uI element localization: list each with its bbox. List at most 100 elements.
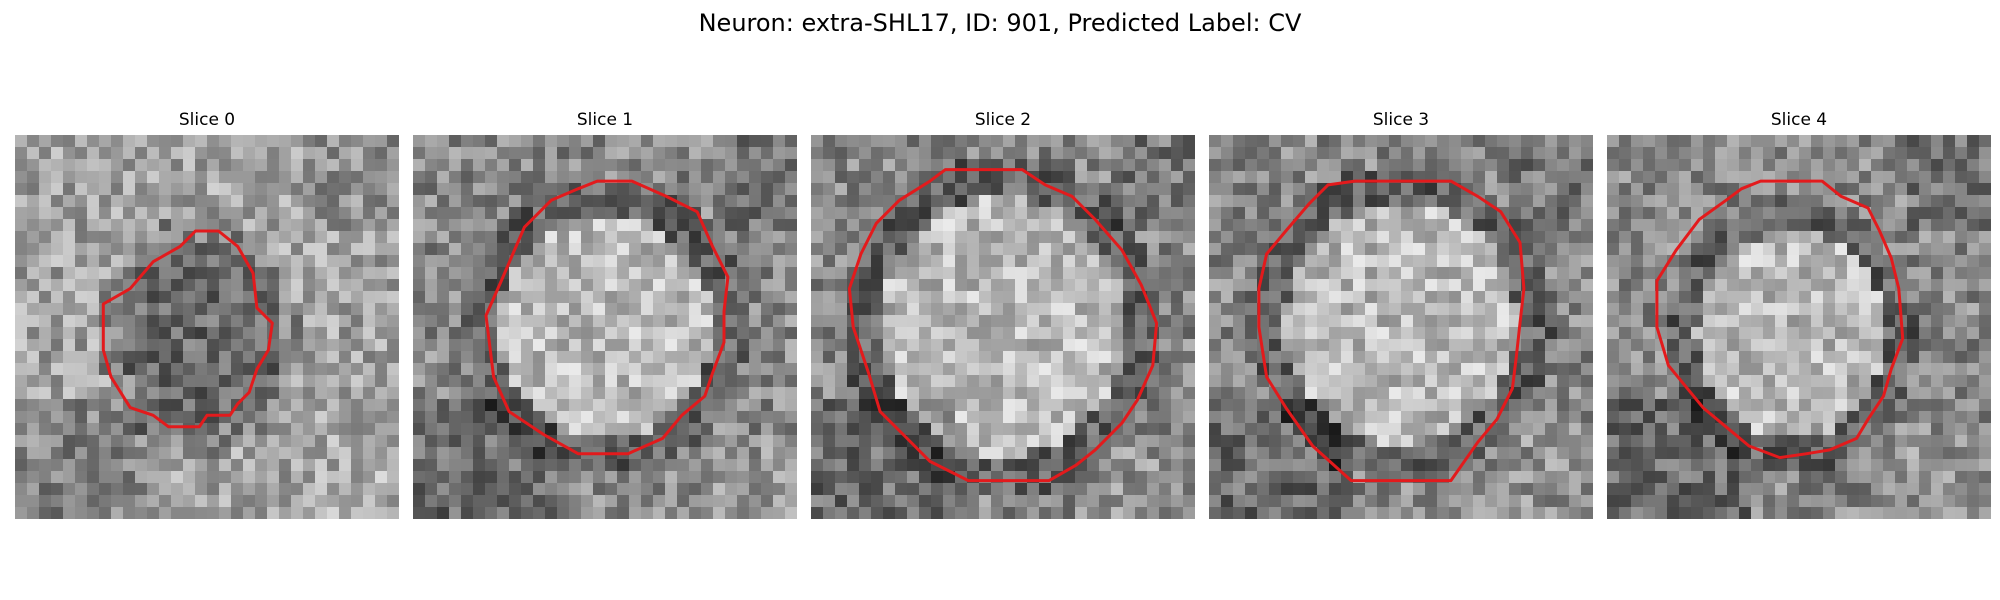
image-pixel bbox=[413, 303, 426, 316]
image-pixel bbox=[1569, 159, 1582, 172]
image-pixel bbox=[1835, 159, 1848, 172]
image-pixel bbox=[1485, 231, 1498, 244]
image-pixel bbox=[485, 255, 498, 268]
image-pixel bbox=[725, 459, 738, 472]
image-pixel bbox=[351, 255, 364, 268]
image-pixel bbox=[835, 183, 848, 196]
image-pixel bbox=[473, 447, 486, 460]
image-pixel bbox=[387, 399, 399, 412]
slice-image bbox=[1607, 135, 1991, 519]
image-pixel bbox=[1437, 435, 1450, 448]
image-pixel bbox=[39, 495, 52, 508]
image-pixel bbox=[1533, 147, 1546, 160]
image-pixel bbox=[605, 303, 618, 316]
image-pixel bbox=[1835, 387, 1848, 400]
image-pixel bbox=[1027, 435, 1040, 448]
image-pixel bbox=[713, 147, 726, 160]
image-pixel bbox=[497, 327, 510, 340]
image-pixel bbox=[773, 135, 786, 148]
image-pixel bbox=[773, 243, 786, 256]
image-pixel bbox=[629, 183, 642, 196]
image-pixel bbox=[473, 219, 486, 232]
image-pixel bbox=[1643, 231, 1656, 244]
image-pixel bbox=[1967, 255, 1980, 268]
image-pixel bbox=[51, 387, 64, 400]
image-pixel bbox=[521, 447, 534, 460]
image-pixel bbox=[473, 159, 486, 172]
image-pixel bbox=[1437, 423, 1450, 436]
image-pixel bbox=[569, 363, 582, 376]
image-pixel bbox=[823, 339, 836, 352]
image-pixel bbox=[497, 159, 510, 172]
image-pixel bbox=[1401, 459, 1414, 472]
image-pixel bbox=[677, 375, 690, 388]
image-pixel bbox=[835, 351, 848, 364]
image-pixel bbox=[581, 423, 594, 436]
image-pixel bbox=[255, 147, 268, 160]
image-pixel bbox=[1317, 507, 1330, 519]
image-pixel bbox=[1787, 183, 1800, 196]
image-pixel bbox=[99, 423, 112, 436]
image-pixel bbox=[1533, 363, 1546, 376]
image-pixel bbox=[339, 363, 352, 376]
image-pixel bbox=[99, 147, 112, 160]
image-pixel bbox=[1281, 171, 1294, 184]
image-pixel bbox=[1931, 291, 1944, 304]
image-pixel bbox=[533, 147, 546, 160]
image-pixel bbox=[979, 447, 992, 460]
image-pixel bbox=[823, 507, 836, 519]
image-pixel bbox=[425, 243, 438, 256]
image-pixel bbox=[1521, 243, 1534, 256]
image-pixel bbox=[1715, 351, 1728, 364]
image-pixel bbox=[593, 279, 606, 292]
image-pixel bbox=[1497, 315, 1510, 328]
image-pixel bbox=[991, 291, 1004, 304]
image-pixel bbox=[267, 135, 280, 148]
image-pixel bbox=[545, 255, 558, 268]
image-pixel bbox=[1679, 159, 1692, 172]
image-pixel bbox=[1317, 327, 1330, 340]
image-pixel bbox=[1389, 375, 1402, 388]
image-pixel bbox=[1607, 231, 1620, 244]
image-pixel bbox=[1015, 291, 1028, 304]
image-pixel bbox=[39, 231, 52, 244]
image-pixel bbox=[1353, 483, 1366, 496]
image-pixel bbox=[291, 351, 304, 364]
image-pixel bbox=[473, 171, 486, 184]
image-pixel bbox=[859, 303, 872, 316]
image-pixel bbox=[1581, 255, 1593, 268]
image-pixel bbox=[1437, 243, 1450, 256]
image-pixel bbox=[1703, 183, 1716, 196]
image-pixel bbox=[1171, 315, 1184, 328]
image-pixel bbox=[737, 411, 750, 424]
image-pixel bbox=[1353, 363, 1366, 376]
image-pixel bbox=[1919, 195, 1932, 208]
image-pixel bbox=[1413, 303, 1426, 316]
image-pixel bbox=[1739, 195, 1752, 208]
image-pixel bbox=[111, 231, 124, 244]
image-pixel bbox=[147, 135, 160, 148]
image-pixel bbox=[1955, 207, 1968, 220]
image-pixel bbox=[1581, 279, 1593, 292]
image-pixel bbox=[1063, 279, 1076, 292]
image-pixel bbox=[1703, 135, 1716, 148]
image-pixel bbox=[231, 231, 244, 244]
image-pixel bbox=[1679, 147, 1692, 160]
image-pixel bbox=[823, 471, 836, 484]
image-pixel bbox=[375, 183, 388, 196]
image-pixel bbox=[785, 387, 797, 400]
image-pixel bbox=[641, 327, 654, 340]
image-pixel bbox=[761, 339, 774, 352]
image-pixel bbox=[111, 483, 124, 496]
image-pixel bbox=[425, 411, 438, 424]
image-pixel bbox=[907, 279, 920, 292]
image-pixel bbox=[1569, 447, 1582, 460]
image-pixel bbox=[979, 459, 992, 472]
image-pixel bbox=[39, 483, 52, 496]
image-pixel bbox=[1281, 291, 1294, 304]
image-pixel bbox=[1955, 351, 1968, 364]
image-pixel bbox=[737, 351, 750, 364]
image-pixel bbox=[1631, 291, 1644, 304]
image-pixel bbox=[1521, 327, 1534, 340]
image-pixel bbox=[1691, 147, 1704, 160]
